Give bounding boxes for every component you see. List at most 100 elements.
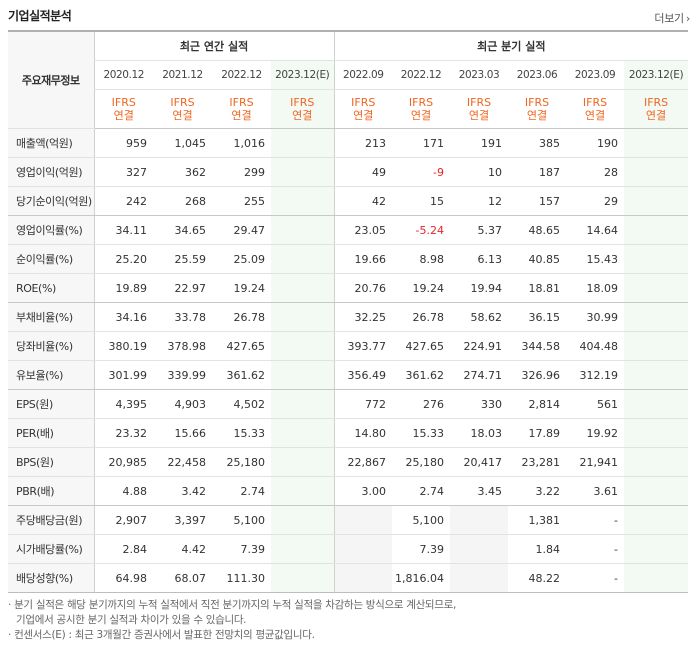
value-cell [624, 273, 689, 303]
row-label: 영업이익률(%) [8, 215, 94, 245]
value-cell: 58.62 [450, 302, 509, 332]
value-cell: 25,180 [392, 447, 451, 477]
value-cell [624, 447, 689, 477]
value-cell: 3.45 [450, 476, 509, 506]
value-cell: 10 [450, 157, 509, 187]
value-cell: 255 [212, 186, 271, 216]
value-cell: 22.97 [153, 273, 212, 303]
period-header: 2022.12 [212, 60, 271, 90]
value-cell: 26.78 [392, 302, 451, 332]
value-cell: 1,381 [508, 505, 567, 535]
value-cell [624, 186, 689, 216]
value-cell: 25.59 [153, 244, 212, 274]
basis-ifrs: IFRS [290, 96, 315, 109]
value-cell: 191 [450, 128, 509, 158]
period-header: 2023.09 [566, 60, 625, 90]
value-cell [624, 418, 689, 448]
value-cell: 427.65 [212, 331, 271, 361]
value-cell: 213 [333, 128, 393, 158]
value-cell: 4,903 [153, 389, 212, 419]
value-cell [271, 215, 335, 245]
value-cell: 29 [566, 186, 625, 216]
value-cell [271, 186, 335, 216]
value-cell [271, 534, 335, 564]
value-cell: 326.96 [508, 360, 567, 390]
period-header: 2022.12 [392, 60, 451, 90]
table-row: PER(배) 23.32 15.66 15.33 14.80 15.33 18.03 17.8… [8, 418, 689, 448]
value-cell: 2,814 [508, 389, 567, 419]
value-cell: 49 [333, 157, 393, 187]
value-cell [271, 302, 335, 332]
value-cell: 25.09 [212, 244, 271, 274]
value-cell: 1,816.04 [392, 563, 451, 593]
more-link[interactable]: 더보기 › [654, 10, 690, 26]
basis-header: IFRS 연결 [153, 89, 212, 129]
value-cell: 15.33 [212, 418, 271, 448]
basis-ifrs: IFRS [466, 96, 492, 109]
corner-label: 주요재무정보 [8, 30, 94, 129]
value-cell [624, 157, 689, 187]
value-cell: 6.13 [450, 244, 509, 274]
basis-consolidated: 연결 [292, 109, 313, 122]
value-cell: 23,281 [508, 447, 567, 477]
value-cell: -9 [392, 157, 451, 187]
value-cell: 361.62 [392, 360, 451, 390]
value-cell: 561 [566, 389, 625, 419]
value-cell: 15.66 [153, 418, 212, 448]
value-cell: 2.74 [392, 476, 451, 506]
period-header: 2023.03 [450, 60, 509, 90]
group-annual: 최근 연간 실적 [93, 30, 335, 61]
value-cell [450, 534, 509, 564]
value-cell [624, 360, 689, 390]
value-cell: 385 [508, 128, 567, 158]
value-cell: 1,045 [153, 128, 212, 158]
value-cell: 380.19 [93, 331, 153, 361]
value-cell [624, 128, 689, 158]
value-cell: 21,941 [566, 447, 625, 477]
table-row: EPS(원) 4,395 4,903 4,502 772 276 330 2,814 561 [8, 389, 689, 419]
value-cell: 15 [392, 186, 451, 216]
basis-consolidated: 연결 [231, 109, 252, 122]
value-cell: 22,458 [153, 447, 212, 477]
value-cell: 19.92 [566, 418, 625, 448]
table-row: 영업이익률(%) 34.11 34.65 29.47 23.05 -5.24 5.37 48.… [8, 215, 689, 245]
chevron-right-icon: › [685, 12, 690, 25]
basis-consolidated: 연결 [526, 109, 548, 122]
value-cell: 14.80 [333, 418, 393, 448]
value-cell: 4,395 [93, 389, 153, 419]
row-label: PER(배) [8, 418, 94, 448]
value-cell [271, 360, 335, 390]
value-cell: 48.22 [508, 563, 567, 593]
value-cell: 19.24 [212, 273, 271, 303]
value-cell: 30.99 [566, 302, 625, 332]
value-cell: 34.16 [93, 302, 153, 332]
value-cell [271, 563, 335, 593]
row-label: 부채비율(%) [8, 302, 94, 332]
value-cell [333, 505, 393, 535]
value-cell: 299 [212, 157, 271, 187]
value-cell: 276 [392, 389, 451, 419]
value-cell [624, 331, 689, 361]
value-cell: 18.09 [566, 273, 625, 303]
value-cell [271, 157, 335, 187]
value-cell [624, 302, 689, 332]
value-cell: 64.98 [93, 563, 153, 593]
value-cell [271, 418, 335, 448]
value-cell [271, 244, 335, 274]
value-cell: 2.74 [212, 476, 271, 506]
value-cell: 157 [508, 186, 567, 216]
row-label: 주당배당금(원) [8, 505, 94, 535]
value-cell: 224.91 [450, 331, 509, 361]
basis-header: IFRS 연결 [508, 89, 567, 129]
row-label: PBR(배) [8, 476, 94, 506]
value-cell [333, 563, 393, 593]
value-cell: 12 [450, 186, 509, 216]
table-row: 순이익률(%) 25.20 25.59 25.09 19.66 8.98 6.13 40.85… [8, 244, 689, 274]
value-cell: 2.84 [93, 534, 153, 564]
period-header: 2021.12 [153, 60, 212, 90]
basis-consolidated: 연결 [172, 109, 193, 122]
basis-consolidated: 연결 [468, 109, 490, 122]
row-label: BPS(원) [8, 447, 94, 477]
footnote-1: · 분기 실적은 해당 분기까지의 누적 실적에서 직전 분기까지의 누적 실적… [8, 599, 457, 611]
value-cell: 28 [566, 157, 625, 187]
